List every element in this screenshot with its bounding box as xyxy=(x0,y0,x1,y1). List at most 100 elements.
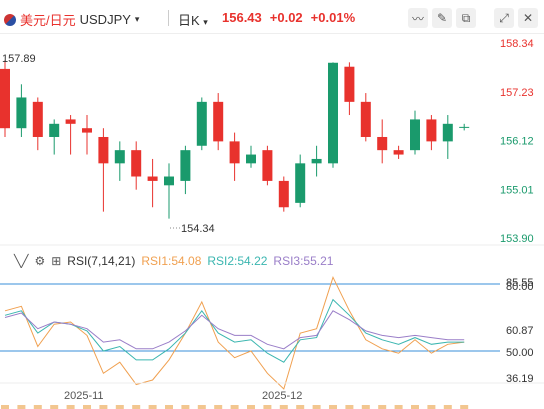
volume-bar xyxy=(181,405,190,409)
candle-body xyxy=(0,68,10,129)
volume-bar xyxy=(296,405,305,409)
collapse-icon[interactable]: ╲╱ xyxy=(14,254,29,268)
rsi-axis-label: 85.55 xyxy=(506,277,534,289)
volume-bar xyxy=(394,405,403,409)
candle-body xyxy=(164,176,174,186)
rsi-header: ╲╱ ⚙ ⊞ RSI(7,14,21) RSI1:54.08 RSI2:54.2… xyxy=(14,254,333,268)
price-axis-label: 153.90 xyxy=(500,233,534,245)
top-bar: 美元/日元 USDJPY ▾ 日K ▾ 156.43 +0.02 +0.01% … xyxy=(0,0,544,36)
rsi-axis-label: 50.00 xyxy=(506,347,534,359)
last-price: 156.43 xyxy=(222,10,262,25)
volume-bar xyxy=(165,405,173,409)
volume-bar xyxy=(361,405,370,409)
volume-bar xyxy=(83,405,91,409)
fullscreen-icon[interactable]: ⤢ xyxy=(494,8,514,28)
candle-body xyxy=(16,97,27,129)
candle-body xyxy=(311,158,322,164)
price-change: +0.02 xyxy=(269,10,303,25)
candle-body xyxy=(196,101,207,146)
candle-body xyxy=(180,150,191,181)
rsi1-value: RSI1:54.08 xyxy=(141,254,202,268)
draw-icon[interactable]: ✎ xyxy=(432,8,452,28)
rsi-axis-label: 60.87 xyxy=(506,325,534,337)
rsi2-line xyxy=(4,298,465,363)
candle-body xyxy=(360,101,371,137)
candle-body xyxy=(295,163,306,203)
price-axis-label: 158.34 xyxy=(500,38,534,50)
candle-body xyxy=(442,123,453,142)
volume-bar xyxy=(230,405,239,409)
candle-body xyxy=(410,119,420,151)
pair-code-label: USDJPY xyxy=(79,12,131,27)
candle-body xyxy=(131,150,142,177)
high-price-label: 157.89 xyxy=(2,53,36,65)
candle-body xyxy=(246,154,256,164)
flag-icon xyxy=(4,13,16,26)
price-axis-label: 157.23 xyxy=(500,87,534,99)
area-chart-icon[interactable]: 〰 xyxy=(408,8,428,28)
candle-body xyxy=(147,176,158,181)
price-axis-label: 155.01 xyxy=(500,184,534,196)
volume-bar xyxy=(197,405,206,409)
rsi-axis-label: 36.19 xyxy=(506,373,534,385)
close-icon[interactable]: ✕ xyxy=(518,8,538,28)
volume-bar xyxy=(99,405,108,409)
symbol-selector[interactable]: 美元/日元 USDJPY ▾ xyxy=(4,10,139,29)
volume-bar xyxy=(443,405,452,409)
volume-bar xyxy=(33,405,42,409)
timeframe-label: 日K xyxy=(178,13,200,28)
rsi3-line xyxy=(4,310,465,350)
rsi1-line xyxy=(4,275,465,390)
candle-body xyxy=(393,150,404,155)
time-axis-label: 2025-12 xyxy=(262,390,302,402)
volume-bar xyxy=(279,405,288,409)
volume-bar xyxy=(427,405,436,409)
candle-body xyxy=(65,119,76,124)
settings-icon[interactable]: ⧉ xyxy=(456,8,476,28)
candle-body xyxy=(278,180,289,208)
volume-bar xyxy=(214,405,223,409)
candle-body xyxy=(328,62,338,164)
volume-bar xyxy=(115,405,124,409)
expand-icon[interactable]: ⊞ xyxy=(51,254,62,268)
price-readout: 156.43 +0.02 +0.01% xyxy=(222,10,355,25)
volume-bar xyxy=(17,405,26,409)
candle-body xyxy=(98,136,109,164)
settings-icon[interactable]: ⚙ xyxy=(34,254,46,268)
low-price-label: 154.34 xyxy=(181,223,215,235)
candle-body xyxy=(82,128,92,133)
toolbar: 〰 ✎ ⧉ ⤢ ✕ xyxy=(408,8,538,28)
price-axis-label: 156.12 xyxy=(500,136,534,148)
candle-body xyxy=(114,150,125,164)
rsi-title: RSI(7,14,21) xyxy=(67,254,136,268)
candle-body xyxy=(229,141,240,164)
volume-bar xyxy=(50,405,59,409)
price-change-pct: +0.01% xyxy=(310,10,356,25)
candle-body xyxy=(426,119,437,142)
rsi-axis-label: 80.00 xyxy=(506,281,534,293)
rsi3-value: RSI3:55.21 xyxy=(273,254,334,268)
volume-bar xyxy=(378,405,387,409)
candle-body xyxy=(344,66,355,102)
pair-cn-label: 美元/日元 xyxy=(20,13,76,28)
divider xyxy=(0,33,544,34)
volume-bar xyxy=(247,405,255,409)
volume-bar xyxy=(329,405,337,409)
time-axis-label: 2025-11 xyxy=(64,390,104,402)
volume-bar xyxy=(148,405,157,409)
candle-body xyxy=(262,150,273,181)
chevron-down-icon: ▾ xyxy=(203,17,208,27)
volume-bar xyxy=(1,405,9,409)
candle-body xyxy=(459,126,470,128)
rsi2-value: RSI2:54.22 xyxy=(207,254,268,268)
volume-bar xyxy=(66,405,75,409)
volume-bar xyxy=(345,405,354,409)
volume-bar xyxy=(263,405,272,409)
volume-bar xyxy=(460,405,469,409)
divider xyxy=(168,10,169,26)
chevron-down-icon: ▾ xyxy=(134,14,140,24)
timeframe-selector[interactable]: 日K ▾ xyxy=(178,10,208,29)
volume-bar xyxy=(132,405,141,409)
candle-body xyxy=(377,136,388,151)
